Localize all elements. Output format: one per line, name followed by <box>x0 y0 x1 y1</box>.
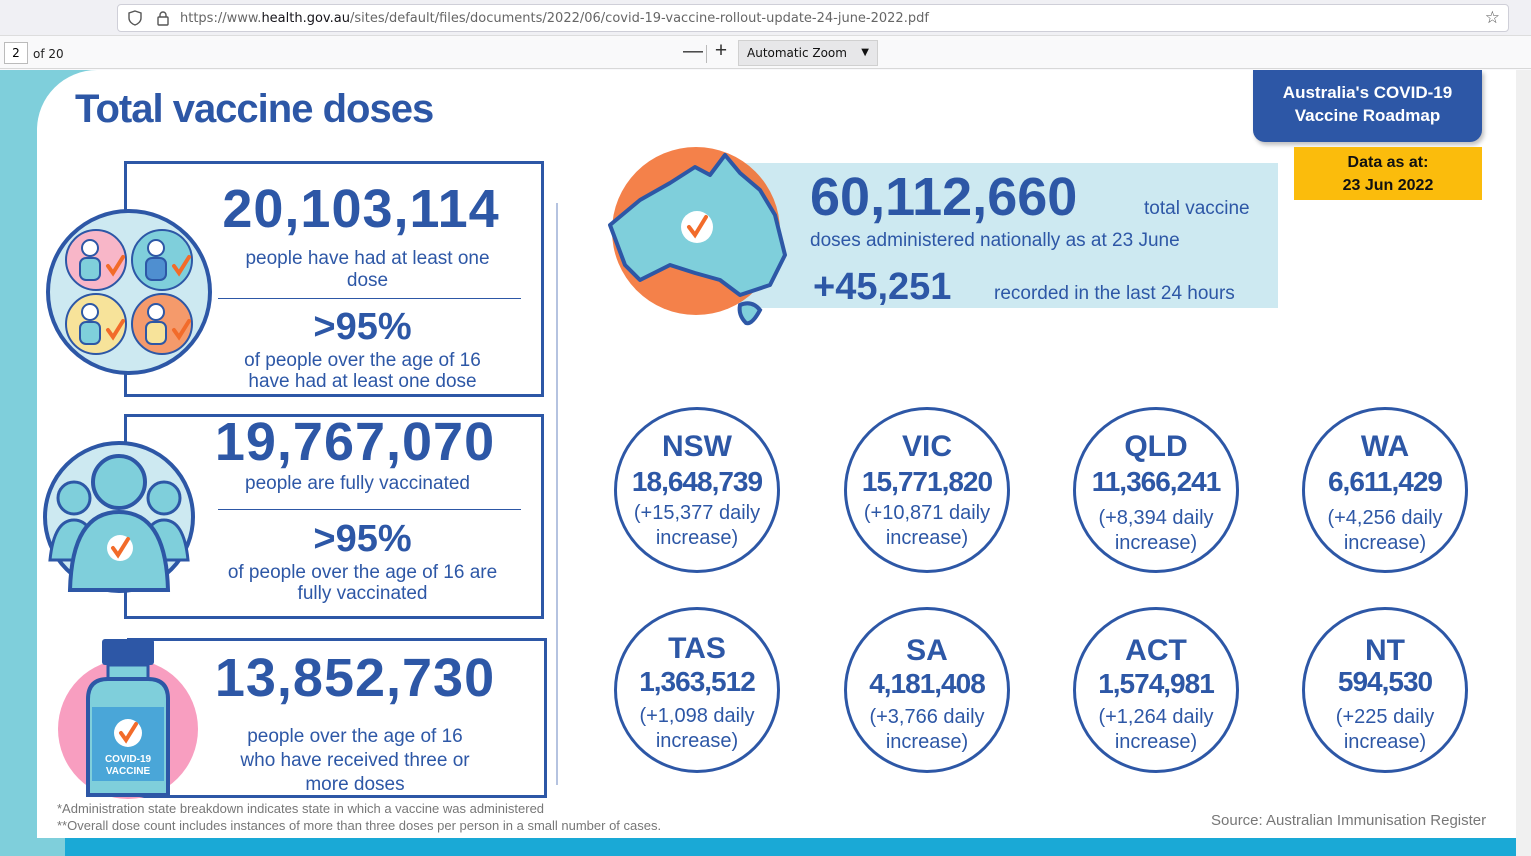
total-doses-panel <box>740 163 1278 308</box>
column-divider <box>556 203 558 785</box>
state-total: 1,574,981 <box>1098 668 1215 699</box>
state-circle-wa: WA 6,611,429 (+4,256 daily increase) <box>1302 407 1468 573</box>
state-increase-line1: (+8,394 daily <box>1098 507 1214 529</box>
crowd-icon <box>43 441 195 593</box>
state-name: TAS <box>668 632 726 665</box>
three-doses-number: 13,852,730 <box>214 648 496 708</box>
lock-icon[interactable] <box>152 7 174 29</box>
state-name: SA <box>906 634 948 667</box>
vial-label-line1: COVID-19 <box>104 754 152 765</box>
chevron-down-icon: ▼ <box>861 47 869 58</box>
pdf-viewer[interactable]: Total vaccine doses Australia's COVID-19… <box>0 70 1531 856</box>
zoom-in-button[interactable]: + <box>714 39 728 62</box>
footnote-2: **Overall dose count includes instances … <box>57 818 662 833</box>
state-name: QLD <box>1124 430 1188 463</box>
state-name: WA <box>1360 430 1410 463</box>
url-text: https://www.health.gov.au/sites/default/… <box>180 10 929 26</box>
one-dose-number: 20,103,114 <box>222 179 500 239</box>
browser-toolbar: https://www.health.gov.au/sites/default/… <box>0 0 1531 36</box>
data-as-at-line2: 23 Jun 2022 <box>1342 177 1434 194</box>
fully-vaccinated-pct-line1: of people over the age of 16 are <box>227 562 498 583</box>
state-circle-sa: SA 4,181,408 (+3,766 daily increase) <box>844 607 1010 773</box>
one-dose-divider <box>218 298 521 299</box>
vertical-scrollbar[interactable] <box>1516 70 1531 856</box>
state-increase-line2: increase) <box>655 527 739 549</box>
state-circle-vic: VIC 15,771,820 (+10,871 daily increase) <box>844 407 1010 573</box>
data-as-at-badge: Data as at: 23 Jun 2022 <box>1294 147 1482 200</box>
state-increase-line2: increase) <box>885 731 969 753</box>
state-increase-line2: increase) <box>1114 731 1198 753</box>
fully-vaccinated-number: 19,767,070 <box>214 412 496 472</box>
state-total: 11,366,241 <box>1091 466 1222 497</box>
state-circle-nt: NT 594,530 (+225 daily increase) <box>1302 607 1468 773</box>
three-doses-line1: people over the age of 16 <box>247 726 463 747</box>
page-count: of 20 <box>33 47 64 61</box>
pdf-toolbar: 2 of 20 — + Automatic Zoom ▼ <box>0 37 1531 69</box>
australia-map-icon <box>608 147 787 326</box>
roadmap-badge: Australia's COVID-19 Vaccine Roadmap <box>1253 70 1482 142</box>
daily-increase-text: recorded in the last 24 hours <box>994 283 1235 304</box>
total-doses-description: doses administered nationally as at 23 J… <box>810 230 1180 251</box>
url-bar[interactable]: https://www.health.gov.au/sites/default/… <box>117 4 1509 32</box>
state-increase-line1: (+15,377 daily <box>633 502 761 524</box>
state-increase-line1: (+1,098 daily <box>639 705 755 727</box>
zoom-select[interactable]: Automatic Zoom ▼ <box>738 40 878 66</box>
one-dose-percent: >95% <box>313 306 412 348</box>
state-increase-line2: increase) <box>1343 532 1427 554</box>
one-dose-pct-line2: have had at least one dose <box>248 371 477 392</box>
daily-increase-number: +45,251 <box>813 266 952 308</box>
state-total: 18,648,739 <box>631 466 763 497</box>
state-total: 15,771,820 <box>861 466 993 497</box>
state-increase-line1: (+225 daily <box>1335 706 1435 728</box>
roadmap-line2: Vaccine Roadmap <box>1294 106 1441 125</box>
state-circle-tas: TAS 1,363,512 (+1,098 daily increase) <box>614 607 780 773</box>
total-doses-number: 60,112,660 <box>810 167 1078 227</box>
state-circle-qld: QLD 11,366,241 (+8,394 daily increase) <box>1073 407 1239 573</box>
state-total: 4,181,408 <box>869 668 986 699</box>
zoom-out-button[interactable]: — <box>683 40 703 62</box>
state-increase-line1: (+3,766 daily <box>869 706 985 728</box>
state-name: ACT <box>1125 634 1187 667</box>
bookmark-star-icon[interactable]: ☆ <box>1484 8 1500 27</box>
total-doses-suffix: total vaccine <box>1144 198 1250 219</box>
people-group-icon <box>46 209 212 375</box>
fully-vaccinated-percent: >95% <box>313 518 412 560</box>
state-increase-line1: (+10,871 daily <box>863 502 991 524</box>
state-increase-line2: increase) <box>1343 731 1427 753</box>
fully-vaccinated-label: people are fully vaccinated <box>245 473 470 494</box>
state-circle-nsw: NSW 18,648,739 (+15,377 daily increase) <box>614 407 780 573</box>
state-total: 6,611,429 <box>1327 466 1443 497</box>
one-dose-label-line2: dose <box>346 270 389 291</box>
zoom-separator <box>706 45 707 63</box>
roadmap-line1: Australia's COVID-19 <box>1282 83 1453 102</box>
three-doses-line3: more doses <box>305 774 405 795</box>
state-name: NT <box>1365 634 1405 667</box>
source-note: Source: Australian Immunisation Register <box>1211 812 1487 829</box>
state-increase-line1: (+4,256 daily <box>1327 507 1443 529</box>
fully-vaccinated-divider <box>218 509 521 510</box>
state-total: 1,363,512 <box>639 666 756 697</box>
page-title: Total vaccine doses <box>75 87 434 131</box>
three-doses-line2: who have received three or <box>240 750 470 771</box>
state-increase-line2: increase) <box>655 730 739 752</box>
state-increase-line2: increase) <box>1114 532 1198 554</box>
data-as-at-line1: Data as at: <box>1347 154 1429 171</box>
fully-vaccinated-pct-line2: fully vaccinated <box>297 583 428 604</box>
one-dose-label-line1: people have had at least one <box>245 248 490 269</box>
state-increase-line2: increase) <box>885 527 969 549</box>
vaccine-vial-icon <box>58 639 198 799</box>
state-total: 594,530 <box>1337 666 1433 697</box>
state-name: NSW <box>662 430 732 463</box>
state-circle-act: ACT 1,574,981 (+1,264 daily increase) <box>1073 607 1239 773</box>
state-name: VIC <box>901 430 952 463</box>
page-number-input[interactable]: 2 <box>4 42 28 64</box>
state-increase-line1: (+1,264 daily <box>1098 706 1214 728</box>
page-footer-band <box>65 838 1531 856</box>
vial-label-line2: VACCINE <box>105 766 151 777</box>
footnote-1: *Administration state breakdown indicate… <box>57 801 545 816</box>
shield-icon[interactable] <box>124 7 146 29</box>
zoom-select-label: Automatic Zoom <box>747 46 847 60</box>
one-dose-pct-line1: of people over the age of 16 <box>244 350 481 371</box>
